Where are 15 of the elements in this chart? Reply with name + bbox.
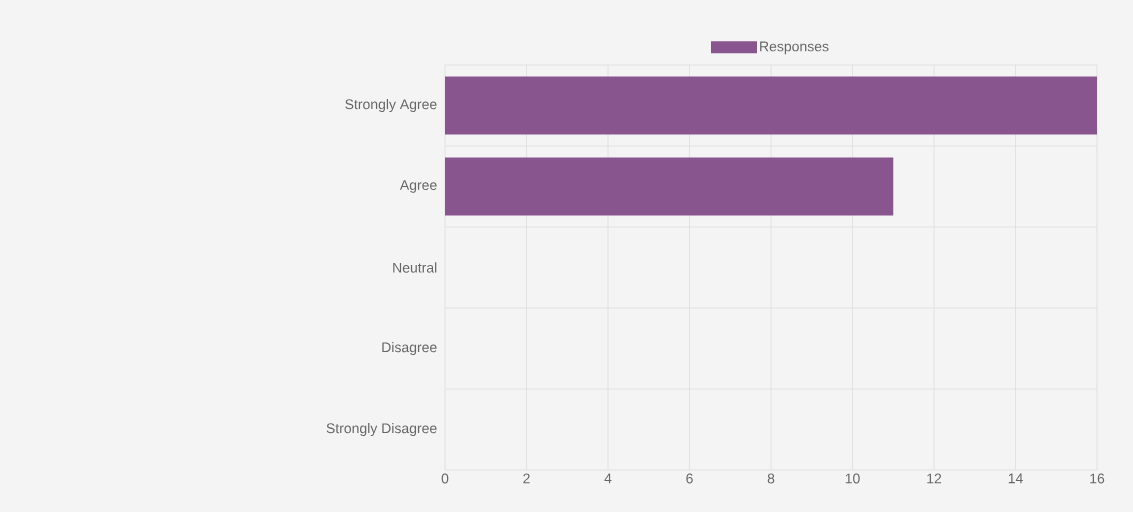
x-tick-label: 2 bbox=[523, 473, 530, 484]
x-tick-label: 16 bbox=[1090, 473, 1105, 484]
y-tick-label: Strongly Disagree bbox=[326, 422, 437, 437]
legend-label: Responses bbox=[760, 41, 829, 55]
x-tick-label: 0 bbox=[441, 473, 449, 484]
x-tick-label: 14 bbox=[1008, 473, 1023, 484]
y-tick-label: Disagree bbox=[382, 341, 437, 356]
x-tick-label: 6 bbox=[686, 473, 693, 484]
x-tick-label: 4 bbox=[604, 473, 612, 484]
x-tick-label: 10 bbox=[845, 473, 860, 484]
y-tick-label: Agree bbox=[399, 180, 437, 193]
x-tick-label: 12 bbox=[927, 473, 942, 484]
x-tick-label: 8 bbox=[767, 473, 775, 484]
y-tick-label: Strongly Agree bbox=[345, 98, 437, 113]
y-tick-label: Neutral bbox=[393, 262, 437, 273]
